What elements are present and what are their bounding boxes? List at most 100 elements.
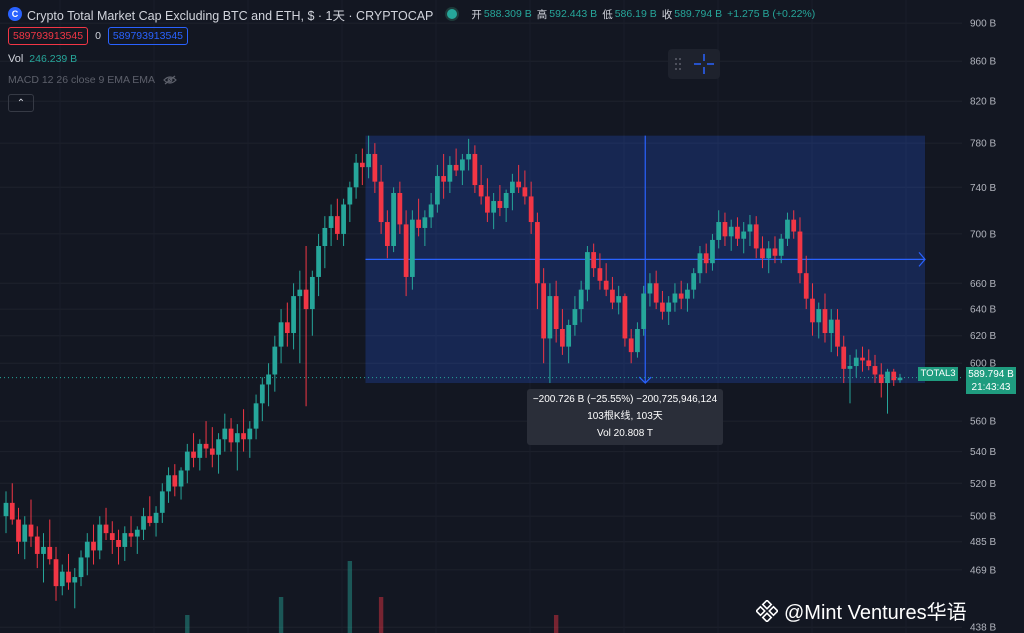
candle-body (116, 540, 121, 547)
symbol-price-label: TOTAL3 (918, 367, 958, 381)
market-status-icon[interactable] (447, 9, 458, 19)
candle-body (828, 319, 834, 334)
candle-body (535, 222, 540, 284)
candle-body (272, 346, 278, 375)
candle-body (66, 571, 71, 583)
candle-body (103, 524, 109, 534)
ohlc-low-value: 586.19 B (614, 8, 657, 20)
y-tick-label: 520 B (970, 479, 996, 490)
candle-body (572, 309, 578, 325)
volume-bar (185, 615, 190, 633)
candle-body (678, 293, 684, 299)
candle-body (791, 219, 797, 232)
candle-body (472, 153, 478, 186)
drag-handle-icon[interactable] (674, 57, 682, 71)
candle-body (284, 322, 290, 334)
measure-bars: 103根K线, 103天 (587, 411, 663, 422)
candle-body (885, 371, 890, 384)
candle-body (28, 524, 34, 537)
symbol-logo-icon: C (8, 7, 22, 21)
order-boxes: 589793913545 0 589793913545 (8, 27, 188, 45)
candle-body (628, 338, 634, 353)
candle-body (716, 222, 722, 240)
candle-body (653, 283, 659, 303)
candle-body (597, 268, 603, 281)
candle-body (134, 529, 140, 537)
y-tick-label: 900 B (970, 19, 996, 30)
collapse-legend-button[interactable]: ⌃ (8, 94, 34, 112)
candle-body (666, 302, 672, 312)
candle-body (872, 366, 878, 375)
buy-button[interactable]: 589793913545 (107, 27, 188, 45)
sell-button[interactable]: 589793913545 (8, 27, 89, 45)
candle-body (122, 533, 128, 547)
candle-body (328, 216, 334, 228)
candle-body (153, 512, 159, 523)
candle-body (591, 252, 597, 269)
ohlc-high-label: 高 (536, 8, 548, 21)
candle-body (234, 433, 240, 443)
candle-body (347, 187, 353, 205)
crosshair-toolbar (668, 49, 720, 79)
candle-body (460, 159, 465, 171)
y-tick-label: 740 B (970, 183, 996, 194)
candle-body (334, 216, 340, 234)
candle-body (691, 273, 697, 290)
candle-body (372, 153, 378, 182)
candle-body (835, 319, 840, 347)
y-tick-label: 860 B (970, 57, 996, 68)
y-tick-label: 540 B (970, 447, 996, 458)
candle-body (428, 204, 434, 218)
candle-body (703, 253, 709, 264)
candle-body (416, 219, 421, 228)
bar-countdown: 21:43:43 (971, 382, 1011, 393)
candle-body (97, 524, 103, 551)
y-tick-label: 485 B (970, 537, 996, 548)
volume-legend[interactable]: Vol 246.239 B (8, 53, 77, 65)
candle-body (59, 571, 65, 587)
candle-body (547, 296, 553, 339)
candle-body (259, 384, 265, 404)
candle-body (803, 273, 809, 299)
candle-body (9, 502, 15, 520)
macd-legend[interactable]: MACD 12 26 close 9 EMA EMA (8, 74, 177, 86)
candle-body (141, 516, 146, 530)
candle-body (253, 403, 259, 429)
candle-body (778, 238, 784, 256)
candle-body (78, 557, 84, 578)
ohlc-open-label: 开 (471, 8, 482, 21)
candle-body (341, 204, 346, 234)
candle-body (728, 226, 734, 237)
macd-label: MACD 12 26 close 9 EMA EMA (8, 74, 156, 86)
volume-label: Vol (8, 53, 24, 65)
last-price-value: 589.794 B (968, 369, 1014, 380)
candle-body (172, 475, 178, 487)
measure-arrow-head-right (918, 251, 926, 267)
volume-bar (553, 615, 559, 633)
candle-body (422, 217, 428, 228)
candle-body (541, 283, 547, 339)
measure-arrow-head (638, 376, 652, 384)
crosshair-icon[interactable] (693, 53, 715, 75)
candle-body (522, 187, 528, 197)
candle-body (359, 162, 365, 168)
ohlc-change-value: +1.275 B (+0.22%) (727, 8, 816, 20)
hidden-eye-icon[interactable] (163, 75, 177, 85)
candle-body (434, 176, 440, 205)
candle-body (697, 253, 703, 274)
chart-title[interactable]: Crypto Total Market Cap Excluding BTC an… (27, 8, 434, 23)
y-tick-label: 438 B (970, 623, 996, 633)
volume-value: 246.239 B (29, 53, 78, 65)
candle-body (147, 516, 153, 523)
candle-body (197, 443, 203, 458)
candle-body (672, 293, 678, 303)
candle-body (635, 328, 640, 353)
candle-body (622, 296, 628, 339)
candle-body (109, 533, 115, 541)
candle-body (891, 371, 897, 381)
volume-bar (378, 597, 384, 633)
candle-body (897, 377, 903, 381)
candle-body (578, 289, 584, 310)
candle-body (847, 366, 853, 369)
